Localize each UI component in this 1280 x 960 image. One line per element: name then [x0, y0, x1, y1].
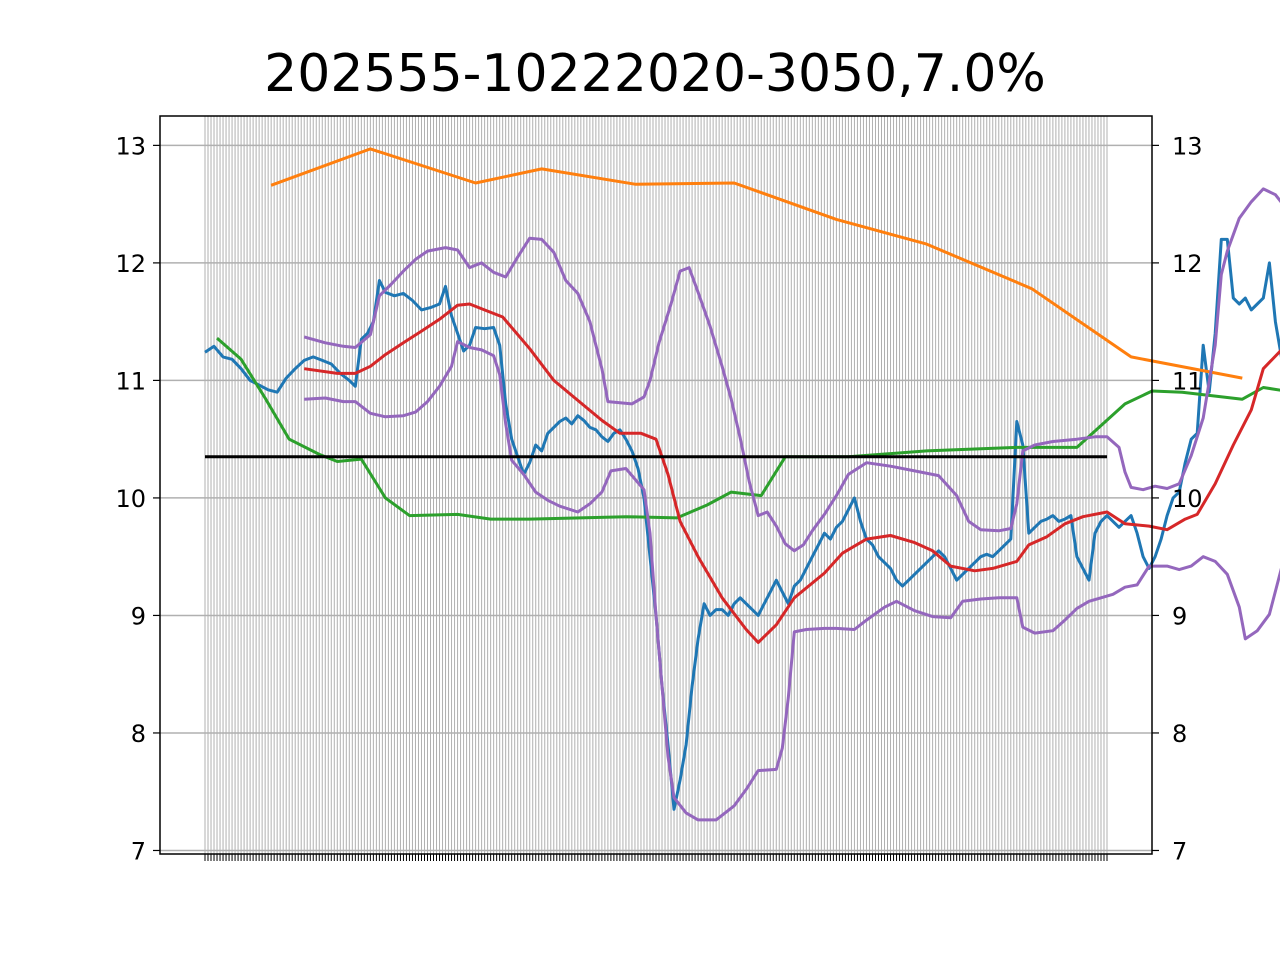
y-tick-label-right: 11	[1172, 367, 1203, 395]
y-axis-left: 7 8 9 10 11 12 13	[115, 132, 160, 865]
y-tick-label-left: 12	[115, 250, 146, 278]
x-ticks	[204, 854, 1108, 861]
y-tick-label-right: 7	[1172, 837, 1187, 865]
y-grid	[160, 144, 1152, 852]
y-tick-label-right: 12	[1172, 250, 1203, 278]
y-axis-right: 7 8 9 10 11 12 13	[1152, 132, 1203, 865]
series-red	[303, 302, 1280, 644]
x-grid	[204, 116, 1108, 854]
series-green	[216, 336, 1280, 521]
y-tick-label-right: 8	[1172, 720, 1187, 748]
y-tick-label-left: 11	[115, 367, 146, 395]
y-tick-label-right: 13	[1172, 132, 1203, 160]
y-tick-label-right: 9	[1172, 602, 1187, 630]
y-tick-label-left: 8	[131, 720, 146, 748]
y-tick-label-left: 9	[131, 602, 146, 630]
series-orange	[270, 147, 1243, 380]
y-tick-label-right: 10	[1172, 485, 1203, 513]
y-tick-label-left: 13	[115, 132, 146, 160]
chart-title: 202555-10222020-3050,7.0%	[264, 44, 1046, 104]
series-lines	[204, 147, 1280, 822]
series-upper_band	[303, 187, 1280, 553]
series-price	[204, 237, 1280, 811]
series-lower_band	[304, 340, 1280, 822]
y-tick-label-left: 10	[115, 485, 146, 513]
y-tick-label-left: 7	[131, 837, 146, 865]
